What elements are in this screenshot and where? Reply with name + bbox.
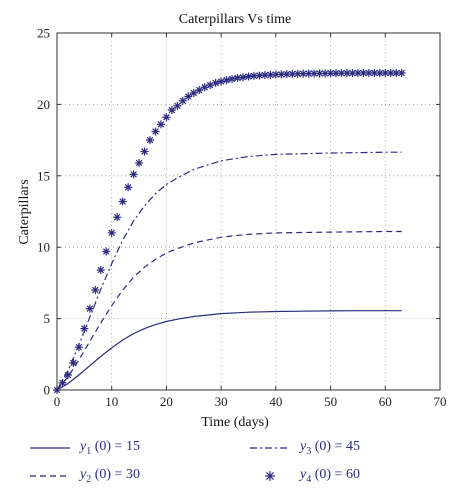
legend-rest: (0) = 60: [311, 467, 360, 483]
x-axis-label: Time (days): [201, 415, 269, 430]
series-y4-point: [69, 358, 78, 367]
x-tick-label: 50: [324, 394, 337, 409]
legend-var: y: [300, 439, 307, 455]
series-y4-point: [228, 74, 237, 83]
x-tick-label: 70: [434, 394, 447, 409]
series-y2-line: [56, 230, 402, 391]
legend-subscript: 1: [86, 445, 92, 457]
legend-marker: [265, 471, 275, 481]
legend-item-y1: y1 (0) = 15: [30, 438, 140, 458]
y-tick-label: 15: [37, 168, 50, 183]
legend-sample-markers: [265, 471, 275, 481]
series-y4-point: [118, 197, 127, 206]
legend-sample-solid: [30, 447, 70, 449]
legend-item-y2: y2 (0) = 30: [30, 466, 140, 486]
series-y4-point: [102, 247, 111, 256]
series-y4-point: [195, 86, 204, 95]
series-y4-point: [392, 68, 401, 77]
series-y4-point: [135, 158, 144, 167]
series-y1-line: [56, 310, 402, 391]
series-y4-point: [107, 228, 116, 237]
series-y4: [53, 68, 406, 394]
legend-var: y: [300, 467, 307, 483]
legend-label-y4: y4 (0) = 60: [300, 467, 360, 485]
series-y4-point: [233, 73, 242, 82]
x-tick-label: 0: [54, 394, 61, 409]
legend-rest: (0) = 15: [91, 439, 140, 455]
legend-label-y2: y2 (0) = 30: [80, 467, 140, 485]
series-y4-point: [397, 68, 406, 77]
series-y4-point: [217, 77, 226, 86]
y-tick-label: 0: [44, 383, 51, 398]
series-y4-point: [85, 304, 94, 313]
series-y4-point: [162, 113, 171, 122]
x-tick-label: 60: [379, 394, 392, 409]
series-y4-point: [348, 69, 357, 78]
series-y4-point: [178, 96, 187, 105]
series-y4-point: [146, 136, 155, 145]
series-y4-point: [189, 88, 198, 97]
y-tick-label: 25: [37, 26, 50, 41]
chart-title: Caterpillars Vs time: [179, 12, 292, 27]
series-y4-point: [74, 343, 83, 352]
x-tick-label: 10: [105, 394, 118, 409]
y-tick-label: 20: [37, 97, 50, 112]
x-tick-label: 40: [269, 394, 282, 409]
series-y4-point: [156, 120, 165, 129]
legend-subscript: 2: [86, 473, 92, 485]
series-y4-point: [239, 73, 248, 82]
series-y4-point: [222, 76, 231, 85]
series-y4-point: [63, 371, 72, 380]
y-axis-label: Caterpillars: [17, 179, 32, 244]
x-tick-label: 30: [215, 394, 228, 409]
series-y4-point: [58, 378, 67, 387]
legend-rest: (0) = 30: [91, 467, 140, 483]
series-y4-point: [184, 92, 193, 101]
series-y4-point: [140, 147, 149, 156]
legend-item-y3: y3 (0) = 45: [250, 438, 360, 458]
series-y4-point: [80, 324, 89, 333]
series-y4-point: [299, 69, 308, 78]
legend-var: y: [80, 467, 87, 483]
series-y4-point: [124, 183, 133, 192]
plot-frame: [56, 32, 441, 391]
legend-item-y4: y4 (0) = 60: [250, 466, 360, 486]
legend-subscript: 3: [306, 445, 312, 457]
series-y4-point: [91, 286, 100, 295]
series-y3-line: [56, 151, 402, 391]
series-y4-point: [113, 213, 122, 222]
series-y4-point: [359, 68, 368, 77]
series-y4-point: [173, 101, 182, 110]
legend-sample-dashed: [30, 475, 70, 477]
series-y4-point: [96, 266, 105, 275]
series-y4-point: [211, 78, 220, 87]
y-tick-label: 5: [44, 311, 51, 326]
series-y4-point: [151, 127, 160, 136]
series-y4-point: [288, 69, 297, 78]
legend-label-y3: y3 (0) = 45: [300, 439, 360, 457]
x-tick-label: 20: [160, 394, 173, 409]
axes: 0 10 20 30 40 50 60 70 0 5 10 15 20 25: [37, 26, 447, 410]
series-y4-point: [249, 71, 258, 80]
series-y4-point: [129, 170, 138, 179]
chart: Caterpillars Vs time Time (days) Caterpi…: [17, 12, 447, 430]
legend: y1 (0) = 15 y3 (0) = 45 y2 (0) = 30 y4 (…: [0, 430, 471, 500]
series-y4-point: [381, 68, 390, 77]
legend-label-y1: y1 (0) = 15: [80, 439, 140, 457]
y-tick-label: 10: [37, 240, 50, 255]
series-layer: [53, 68, 406, 394]
grid: [57, 33, 440, 390]
series-y4-point: [244, 72, 253, 81]
legend-subscript: 4: [306, 473, 312, 485]
legend-rest: (0) = 45: [311, 439, 360, 455]
legend-sample-dashdot: [250, 447, 290, 449]
legend-var: y: [80, 439, 87, 455]
series-y4-point: [167, 106, 176, 115]
